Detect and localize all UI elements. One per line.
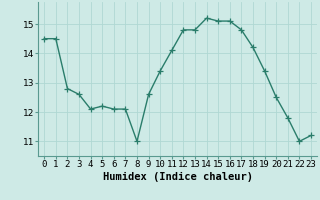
X-axis label: Humidex (Indice chaleur): Humidex (Indice chaleur) [103,172,252,182]
